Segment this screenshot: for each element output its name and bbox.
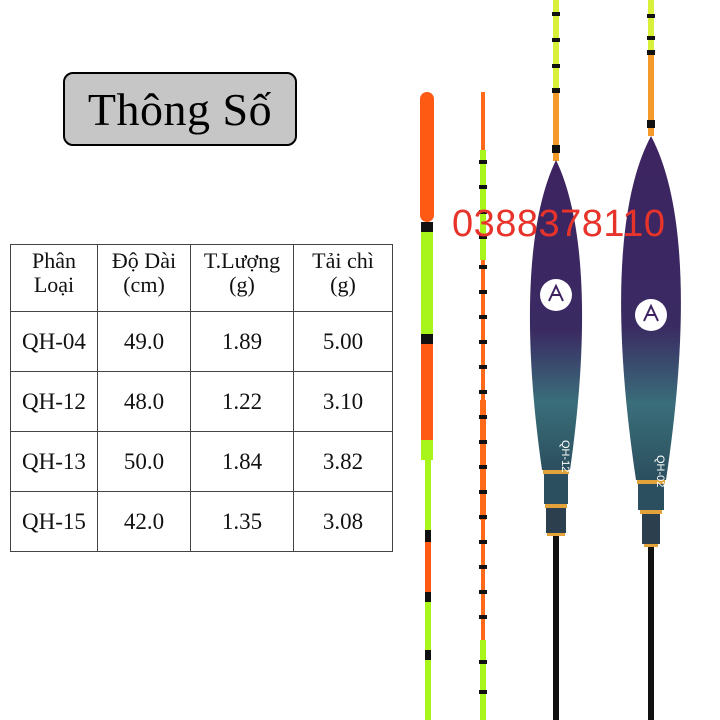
header-type-line2: Loại: [33, 272, 75, 297]
cell-length: 49.0: [97, 311, 191, 372]
float-4-label: QH-02: [654, 455, 666, 487]
phone-number: 0388378110: [452, 203, 666, 245]
cell-type: QH-12: [10, 371, 98, 432]
float-3-label: QH-12: [559, 440, 571, 472]
header-load: Tải chì (g): [293, 244, 393, 312]
header-load-line1: Tải chì: [312, 248, 374, 273]
header-weight-line1: T.Lượng: [203, 248, 281, 273]
cell-load: 5.00: [293, 311, 393, 372]
float-3: QH-12: [529, 0, 583, 720]
cell-length: 50.0: [97, 431, 191, 492]
header-type: Phân Loại: [10, 244, 98, 312]
cell-weight: 1.22: [190, 371, 294, 432]
cell-load: 3.82: [293, 431, 393, 492]
cell-length: 42.0: [97, 491, 191, 552]
page-title: Thông Số: [87, 83, 273, 135]
table-row: QH-15 42.0 1.35 3.08: [10, 491, 393, 552]
float-4: QH-02: [621, 0, 681, 720]
header-type-line1: Phân: [32, 248, 76, 273]
cell-length: 48.0: [97, 371, 191, 432]
header-weight-line2: (g): [229, 272, 255, 297]
cell-load: 3.08: [293, 491, 393, 552]
cell-load: 3.10: [293, 371, 393, 432]
header-length-line1: Độ Dài: [111, 248, 177, 273]
cell-weight: 1.84: [190, 431, 294, 492]
cell-weight: 1.35: [190, 491, 294, 552]
header-length-line2: (cm): [123, 272, 165, 297]
float-2-stripes: [479, 160, 487, 694]
float-2: [480, 92, 486, 720]
table-header-row: Phân Loại Độ Dài (cm) T.Lượng (g) Tải ch…: [10, 244, 393, 312]
table-row: QH-12 48.0 1.22 3.10: [10, 371, 393, 432]
header-load-line2: (g): [330, 272, 356, 297]
title-box: Thông Số: [63, 72, 297, 146]
table-row: QH-13 50.0 1.84 3.82: [10, 431, 393, 492]
spec-table: Phân Loại Độ Dài (cm) T.Lượng (g) Tải ch…: [10, 244, 393, 552]
header-length: Độ Dài (cm): [97, 244, 191, 312]
cell-type: QH-15: [10, 491, 98, 552]
table-row: QH-04 49.0 1.89 5.00: [10, 311, 393, 372]
float-1: [420, 92, 434, 720]
